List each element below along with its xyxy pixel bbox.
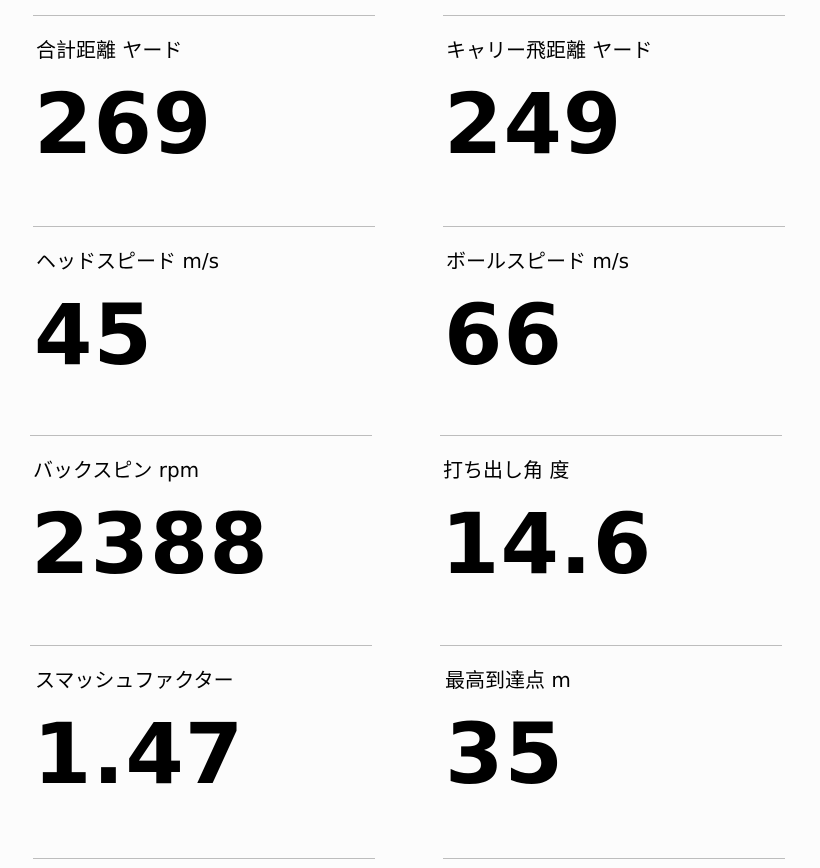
metric-value: 66 [444, 286, 563, 384]
metric-head-speed: ヘッドスピード m/s 45 [33, 226, 375, 438]
metric-ball-speed: ボールスピード m/s 66 [443, 226, 785, 438]
metric-label: 最高到達点 m [445, 668, 571, 692]
metric-launch-angle: 打ち出し角 度 14.6 [440, 435, 782, 647]
divider [33, 858, 375, 859]
metric-value: 35 [445, 705, 564, 803]
metric-label: ボールスピード m/s [446, 249, 629, 273]
metric-label: キャリー飛距離 ヤード [446, 38, 653, 62]
metric-label: 合計距離 ヤード [36, 38, 183, 62]
metric-backspin: バックスピン rpm 2388 [30, 435, 372, 647]
metric-label: バックスピン rpm [33, 458, 200, 482]
metric-value: 2388 [31, 495, 269, 593]
metric-value: 45 [34, 286, 153, 384]
metric-label: 打ち出し角 度 [443, 458, 570, 482]
metric-smash-factor: スマッシュファクター 1.47 [30, 645, 372, 857]
metric-value: 1.47 [33, 705, 245, 803]
metric-carry-distance: キャリー飛距離 ヤード 249 [443, 15, 785, 227]
divider [443, 858, 785, 859]
metric-total-distance: 合計距離 ヤード 269 [33, 15, 375, 227]
metric-label: スマッシュファクター [35, 668, 234, 692]
metric-value: 249 [444, 75, 623, 173]
metric-value: 269 [34, 75, 213, 173]
metric-label: ヘッドスピード m/s [36, 249, 219, 273]
metric-value: 14.6 [441, 495, 653, 593]
metric-apex-height: 最高到達点 m 35 [440, 645, 782, 857]
